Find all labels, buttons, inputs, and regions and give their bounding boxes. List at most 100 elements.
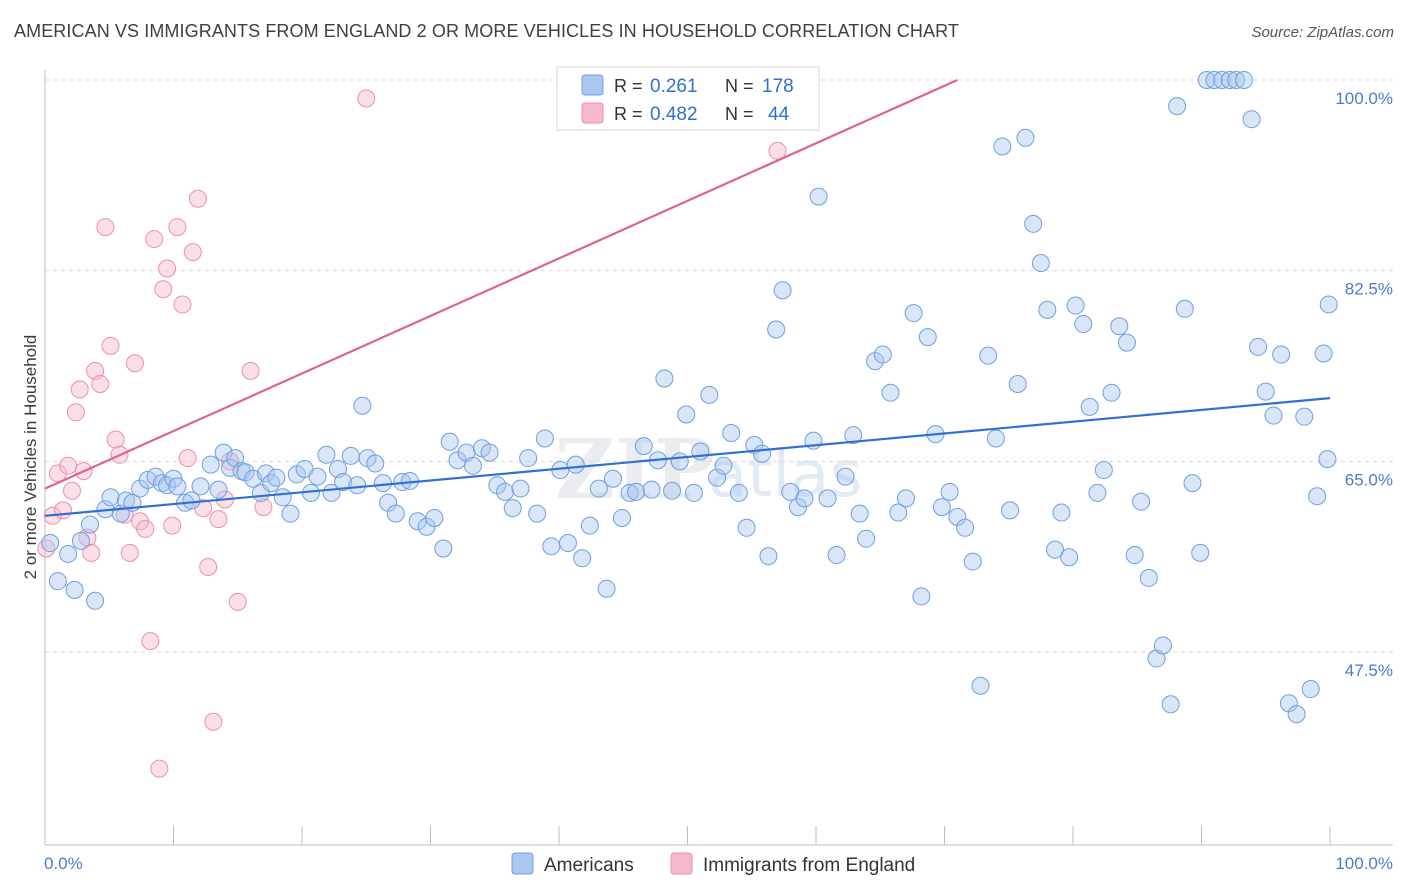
england-point: [53, 501, 72, 520]
americans-point: [1125, 546, 1144, 565]
americans-point: [986, 429, 1005, 448]
england-point: [150, 759, 169, 778]
americans-point: [691, 442, 710, 461]
x-tick-label-max: 100.0%: [1335, 854, 1393, 873]
americans-point: [386, 504, 405, 523]
americans-point: [979, 346, 998, 365]
americans-point: [1168, 97, 1187, 116]
americans-point: [580, 516, 599, 535]
americans-point: [214, 443, 233, 462]
americans-point: [65, 580, 84, 599]
americans-point: [1080, 397, 1099, 416]
americans-point: [1074, 315, 1093, 334]
americans-point: [889, 503, 908, 522]
y-tick-label: 82.5%: [1345, 280, 1393, 299]
legend-swatch-england: [581, 102, 604, 124]
americans-point: [41, 534, 60, 553]
legend-n-label-americans: N =: [725, 76, 754, 96]
americans-point: [59, 544, 78, 563]
americans-point: [273, 488, 292, 507]
legend-r-value-americans: 0.261: [650, 76, 698, 97]
americans-point: [714, 456, 733, 475]
england-point: [254, 498, 273, 517]
americans-point: [1132, 492, 1151, 511]
americans-point: [1227, 71, 1246, 89]
americans-point: [1301, 680, 1320, 699]
americans-point: [737, 518, 756, 537]
americans-point: [519, 449, 538, 468]
legend-r-label-americans: R =: [614, 76, 643, 96]
trendline-england: [44, 78, 958, 490]
americans-point: [209, 480, 228, 499]
americans-point: [1088, 483, 1107, 502]
americans-point: [677, 405, 696, 424]
americans-point: [1046, 540, 1065, 559]
americans-point: [1249, 337, 1268, 356]
americans-point: [1110, 317, 1129, 336]
americans-point: [932, 498, 951, 517]
legend-swatch-americans: [581, 74, 604, 96]
americans-point: [670, 452, 689, 471]
americans-point: [1264, 406, 1283, 425]
england-point: [158, 259, 177, 278]
americans-point: [503, 499, 522, 518]
americans-point: [993, 137, 1012, 156]
americans-point: [1318, 450, 1337, 469]
americans-point: [191, 477, 210, 496]
americans-point: [48, 572, 67, 591]
americans-point: [440, 432, 459, 451]
americans-point: [488, 476, 507, 495]
americans-point: [634, 437, 653, 456]
americans-point: [642, 480, 661, 499]
americans-point: [795, 489, 814, 508]
americans-point: [1256, 382, 1275, 401]
americans-point: [226, 449, 245, 468]
americans-point: [317, 445, 336, 464]
england-point: [59, 456, 78, 475]
england-point: [96, 218, 115, 237]
england-point: [228, 592, 247, 611]
americans-point: [348, 476, 367, 495]
y-tick-label: 65.0%: [1345, 470, 1393, 489]
americans-point: [866, 352, 885, 371]
england-point: [125, 354, 144, 373]
americans-point: [528, 504, 547, 523]
england-point: [199, 558, 218, 577]
americans-point: [1117, 333, 1136, 352]
americans-point: [373, 474, 392, 493]
americans-point: [589, 479, 608, 498]
americans-point: [425, 508, 444, 527]
bottom-legend-swatch-americans: [511, 852, 534, 875]
series-americans-points: [41, 71, 1338, 724]
england-point: [241, 361, 260, 380]
americans-point: [827, 546, 846, 565]
americans-point: [1175, 299, 1194, 318]
americans-point: [627, 482, 646, 501]
americans-point: [1213, 71, 1232, 89]
legend-n-label-england: N =: [725, 104, 754, 124]
americans-point: [80, 515, 99, 534]
americans-point: [1038, 300, 1057, 319]
americans-point: [1183, 474, 1202, 493]
americans-point: [101, 488, 120, 507]
americans-point: [836, 467, 855, 486]
americans-point: [1016, 128, 1035, 147]
americans-point: [809, 187, 828, 206]
england-point: [91, 374, 110, 393]
england-point: [768, 141, 787, 160]
americans-point: [1024, 214, 1043, 233]
americans-point: [1001, 501, 1020, 520]
americans-point: [1314, 344, 1333, 363]
americans-point: [1031, 254, 1050, 273]
americans-point: [542, 537, 561, 556]
americans-point: [700, 385, 719, 404]
americans-point: [722, 424, 741, 443]
england-point: [168, 218, 187, 237]
americans-point: [912, 587, 931, 606]
england-point: [120, 543, 139, 562]
americans-point: [1287, 705, 1306, 724]
legend-n-value-americans: 178: [762, 76, 794, 97]
y-axis-label: 2 or more Vehicles in Household: [21, 335, 40, 580]
england-point: [66, 403, 85, 422]
americans-point: [850, 504, 869, 523]
